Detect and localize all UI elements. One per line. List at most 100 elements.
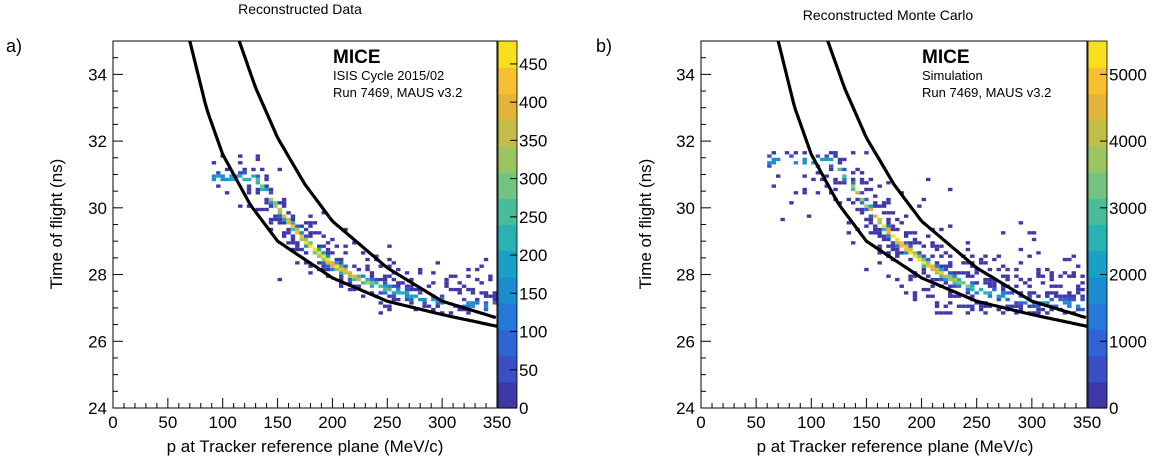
heatmap-cell	[934, 301, 940, 305]
heatmap-cell	[334, 267, 340, 272]
heatmap-cell	[1053, 294, 1059, 298]
heatmap-cell	[356, 274, 361, 278]
heatmap-cell	[330, 261, 335, 265]
heatmap-cell	[917, 254, 922, 258]
heatmap-cell	[387, 307, 392, 312]
heatmap-cell	[339, 267, 344, 272]
heatmap-cell	[903, 231, 909, 235]
heatmap-cell	[246, 204, 252, 208]
panel-a-colorbar-tick: 400	[519, 93, 547, 112]
heatmap-cell	[943, 311, 949, 315]
heatmap-cell	[811, 161, 816, 165]
heatmap-cell	[886, 251, 891, 255]
heatmap-cell	[378, 291, 383, 295]
heatmap-cell	[890, 227, 896, 232]
heatmap-cell	[930, 267, 935, 272]
heatmap-cell	[317, 244, 322, 248]
heatmap-cell	[295, 244, 300, 248]
heatmap-cell	[268, 201, 274, 205]
heatmap-cell	[842, 177, 847, 182]
heatmap-cell	[461, 284, 467, 288]
heatmap-cell	[1067, 301, 1072, 305]
panel-a-ytick: 30	[88, 199, 107, 218]
heatmap-cell	[868, 221, 874, 225]
heatmap-cell	[952, 271, 957, 275]
heatmap-cell	[881, 211, 887, 215]
colorbar-segment	[498, 172, 517, 199]
heatmap-cell	[435, 301, 440, 305]
heatmap-cell	[264, 201, 269, 205]
heatmap-cell	[1071, 254, 1076, 258]
heatmap-cell	[789, 201, 794, 205]
heatmap-cell	[978, 257, 984, 262]
heatmap-cell	[352, 277, 357, 282]
colorbar-segment	[498, 145, 517, 173]
heatmap-cell	[448, 287, 454, 292]
heatmap-cell	[912, 231, 918, 235]
panel-a-ytick: 24	[88, 399, 107, 418]
heatmap-cell	[277, 221, 282, 225]
panel-a-xtick: 350	[483, 413, 511, 432]
heatmap-cell	[837, 181, 843, 185]
heatmap-cell	[290, 224, 296, 228]
heatmap-cell	[1027, 284, 1032, 288]
heatmap-cell	[426, 304, 432, 308]
heatmap-cell	[1000, 294, 1006, 298]
heatmap-cell	[369, 284, 375, 288]
heatmap-cell	[483, 304, 489, 308]
heatmap-cell	[1040, 274, 1046, 278]
heatmap-cell	[943, 251, 949, 255]
heatmap-cell	[325, 264, 331, 268]
heatmap-cell	[216, 171, 221, 175]
heatmap-cell	[387, 257, 392, 262]
heatmap-cell	[868, 187, 874, 192]
heatmap-cell	[828, 164, 834, 168]
heatmap-cell	[1018, 277, 1024, 282]
heatmap-cell	[886, 221, 891, 225]
heatmap-cell	[793, 161, 799, 165]
heatmap-cell	[815, 171, 821, 175]
heatmap-cell	[1045, 267, 1050, 272]
heatmap-cell	[334, 257, 340, 262]
heatmap-cell	[1075, 304, 1081, 308]
heatmap-cell	[321, 264, 326, 268]
heatmap-cell	[1067, 257, 1072, 262]
heatmap-cell	[903, 244, 909, 248]
heatmap-cell	[850, 201, 856, 205]
heatmap-cell	[404, 284, 410, 288]
panel-b-info-line-1: Simulation	[922, 68, 983, 83]
heatmap-cell	[360, 251, 366, 255]
heatmap-cell	[948, 301, 953, 305]
heatmap-cell	[908, 257, 913, 262]
heatmap-cell	[290, 221, 296, 225]
heatmap-cell	[290, 241, 296, 245]
heatmap-cell	[378, 264, 383, 268]
colorbar-segment	[1088, 276, 1107, 304]
panel-b-xtick: 350	[1073, 413, 1101, 432]
heatmap-cell	[1000, 311, 1006, 315]
heatmap-cell	[365, 264, 370, 268]
heatmap-cell	[290, 214, 296, 218]
heatmap-cell	[1005, 297, 1010, 302]
heatmap-cell	[934, 244, 940, 248]
heatmap-cell	[211, 177, 217, 182]
heatmap-cell	[850, 177, 856, 182]
panel-b: Reconstructed Monte Carlo b) 0 50 100 15…	[596, 7, 1147, 456]
panel-a-label: a)	[6, 36, 22, 56]
heatmap-cell	[895, 227, 900, 232]
panel-a-info-line-2: Run 7469, MAUS v3.2	[333, 85, 462, 100]
heatmap-cell	[339, 271, 344, 275]
heatmap-cell	[400, 291, 405, 295]
heatmap-cell	[934, 247, 940, 252]
heatmap-cell	[806, 214, 812, 218]
heatmap-cell	[264, 174, 269, 178]
panel-b-xtick: 50	[747, 413, 766, 432]
heatmap-cell	[325, 257, 331, 262]
heatmap-cell	[1036, 304, 1041, 308]
heatmap-cell	[260, 184, 265, 188]
heatmap-cell	[939, 311, 944, 315]
heatmap-cell	[868, 207, 874, 212]
heatmap-cell	[347, 271, 353, 275]
heatmap-cell	[290, 247, 296, 252]
heatmap-cell	[886, 181, 891, 185]
